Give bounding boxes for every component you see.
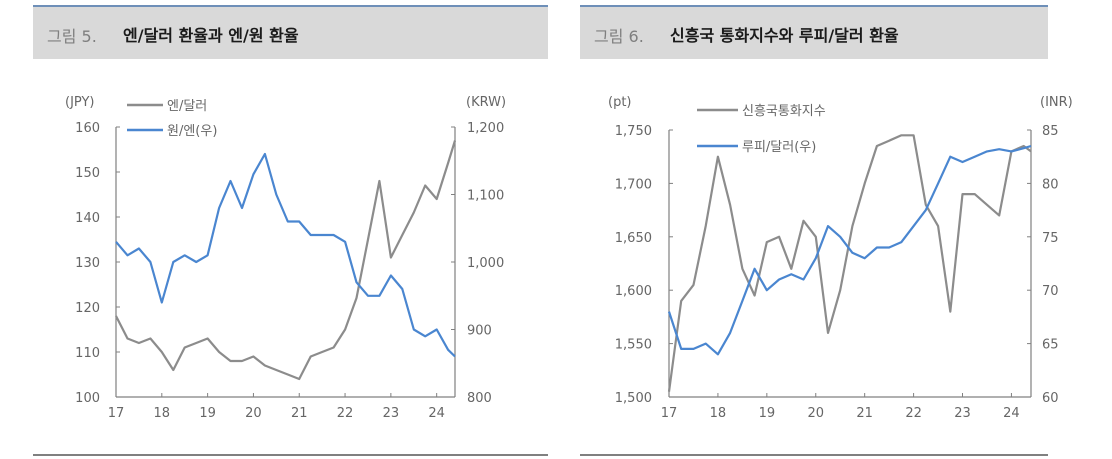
x-tick-label: 18 (154, 406, 171, 421)
right-tick-label: 70 (1042, 284, 1059, 299)
x-tick-label: 21 (291, 406, 308, 421)
right-tick-label: 85 (1042, 124, 1059, 139)
left-tick-label: 140 (75, 211, 100, 226)
left-tick-label: 150 (75, 166, 100, 181)
x-tick-label: 23 (954, 406, 971, 421)
right-tick-label: 1,200 (467, 121, 504, 136)
x-tick-label: 20 (245, 406, 262, 421)
left-tick-label: 1,600 (615, 284, 652, 299)
left-tick-label: 130 (75, 256, 100, 271)
left-tick-label: 110 (75, 346, 100, 361)
x-tick-label: 20 (807, 406, 824, 421)
x-tick-label: 19 (199, 406, 216, 421)
chart-yen-dollar-won-yen: (JPY) (KRW) 100 110 120 130 140 150 160 800 900 1,0… (65, 95, 506, 421)
x-tick-label: 18 (710, 406, 727, 421)
right-tick-label: 60 (1042, 391, 1059, 406)
right-tick-label: 80 (1042, 177, 1059, 192)
right-tick-label: 75 (1042, 231, 1059, 246)
x-tick-label: 19 (759, 406, 776, 421)
figure-6-title: 신흥국 통화지수와 루피/달러 환율 (670, 26, 899, 45)
series-line-blue (115, 152, 456, 358)
right-tick-label: 1,000 (467, 256, 504, 271)
legend-label: 신흥국통화지수 (742, 104, 826, 119)
x-tick-label: 23 (383, 406, 400, 421)
figure-6-label: 그림 6. (594, 27, 644, 46)
left-axis-unit: (JPY) (65, 95, 94, 110)
figure-5-bottom-rule (33, 454, 548, 456)
right-axis-unit: (KRW) (466, 95, 506, 110)
series-line-gray (115, 140, 457, 381)
x-tick-label: 24 (428, 406, 445, 421)
right-tick-label: 1,100 (467, 189, 504, 204)
right-axis-unit: (INR) (1040, 95, 1073, 110)
legend-label: 루피/달러(우) (742, 140, 816, 155)
left-tick-label: 1,500 (615, 391, 652, 406)
left-tick-label: 1,650 (615, 231, 652, 246)
x-tick-label: 21 (856, 406, 873, 421)
legend-label: 엔/달러 (167, 99, 207, 114)
figure-6-bottom-rule (580, 454, 1048, 456)
figure-5-title: 엔/달러 환율과 엔/원 환율 (123, 26, 299, 45)
left-axis-unit: (pt) (608, 95, 632, 110)
figure-6-header: 그림 6. 신흥국 통화지수와 루피/달러 환율 (580, 5, 1048, 59)
x-tick-label: 17 (108, 406, 125, 421)
left-tick-label: 120 (75, 301, 100, 316)
legend-label: 원/엔(우) (167, 124, 217, 139)
series-line-blue (667, 144, 1032, 356)
figure-5-header: 그림 5. 엔/달러 환율과 엔/원 환율 (33, 5, 548, 59)
right-tick-label: 65 (1042, 338, 1059, 353)
x-tick-label: 22 (337, 406, 354, 421)
chart-em-currency-rupee: (pt) (INR) 1,500 1,550 1,600 1,650 1,700 1,750 6… (608, 95, 1073, 421)
x-tick-label: 17 (661, 406, 678, 421)
x-tick-label: 24 (1003, 406, 1020, 421)
left-tick-label: 1,700 (615, 177, 652, 192)
right-tick-label: 900 (467, 324, 492, 339)
left-tick-label: 1,750 (615, 124, 652, 139)
left-tick-label: 100 (75, 391, 100, 406)
x-tick-label: 22 (905, 406, 922, 421)
left-tick-label: 1,550 (615, 338, 652, 353)
series-line-gray (667, 134, 1032, 392)
right-tick-label: 800 (467, 391, 492, 406)
figure-5-label: 그림 5. (47, 27, 97, 46)
left-tick-label: 160 (75, 121, 100, 136)
